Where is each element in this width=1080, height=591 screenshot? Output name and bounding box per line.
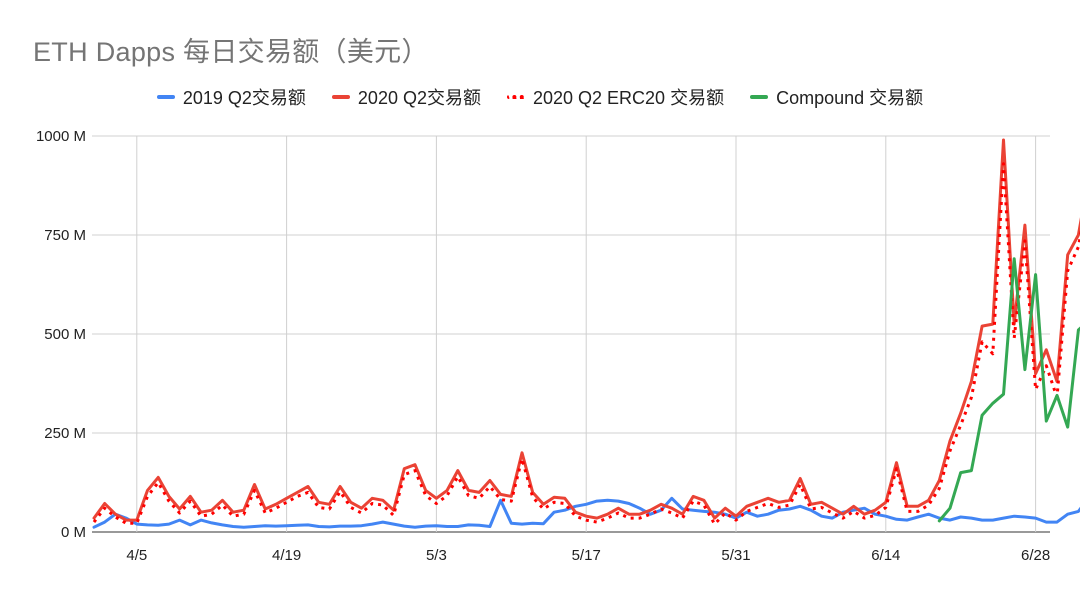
legend-label: 2019 Q2交易额 [182,88,306,108]
legend-label: 2020 Q2 ERC20 交易额 [532,88,725,108]
legend-item: 2019 Q2交易额 [156,84,306,110]
x-tick-label: 5/31 [721,547,750,564]
x-tick-label: 6/14 [871,547,900,564]
legend-swatch [750,95,769,99]
legend-swatch [156,95,175,99]
chart-legend: 2019 Q2交易额 2020 Q2交易额 2020 Q2 ERC20 交易额 Com… [0,84,1080,110]
legend-label: Compound 交易额 [776,88,924,108]
series-line-4 [937,257,1080,523]
x-tick-label: 5/17 [572,547,601,564]
y-tick-label: 250 M [44,425,86,442]
legend-label: 2020 Q2交易额 [357,88,481,108]
legend-item: Compound 交易额 [750,84,923,110]
legend-item: 2020 Q2 ERC20 交易额 [506,84,725,110]
legend-swatch [506,95,525,99]
y-tick-label: 750 M [44,227,86,244]
series-line-2 [92,138,1080,522]
x-tick-label: 4/5 [126,547,147,564]
series-line-1 [92,496,1080,529]
series-line-3 [92,162,1080,526]
y-tick-label: 500 M [44,326,86,343]
legend-item: 2020 Q2交易额 [331,84,481,110]
y-tick-label: 1000 M [36,128,86,145]
x-tick-label: 5/3 [426,547,447,564]
legend-swatch [331,95,350,99]
x-tick-label: 4/19 [272,547,301,564]
x-tick-label: 6/28 [1021,547,1050,564]
chart-title: ETH Dapps 每日交易额（美元） [33,37,429,67]
y-tick-label: 0 M [61,524,86,541]
